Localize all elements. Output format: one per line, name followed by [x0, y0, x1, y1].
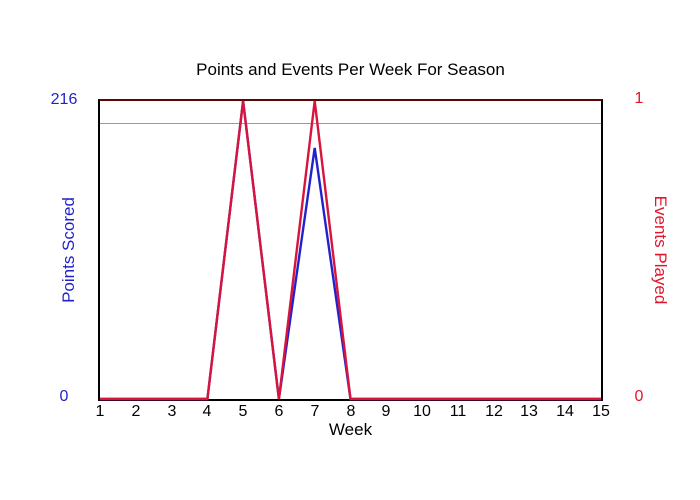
- x-tick-label: 6: [274, 403, 284, 420]
- plot-area: [98, 99, 603, 401]
- points-scored-line: [100, 100, 601, 401]
- x-tick-label: 4: [202, 403, 212, 420]
- x-tick-label: 5: [238, 403, 248, 420]
- x-tick-label: 14: [556, 403, 574, 420]
- right-axis-title: Events Played: [651, 195, 670, 305]
- x-tick-label: 1: [95, 403, 105, 420]
- right-axis-tick-min: 0: [634, 388, 644, 405]
- left-axis-tick-min: 0: [59, 388, 69, 405]
- chart-title: Points and Events Per Week For Season: [196, 60, 505, 79]
- gridline-200: [100, 123, 601, 124]
- x-axis-title: Week: [328, 420, 373, 439]
- left-axis-tick-max: 216: [50, 91, 78, 108]
- x-tick-label: 2: [131, 403, 141, 420]
- x-tick-label: 15: [592, 403, 610, 420]
- x-tick-label: 8: [346, 403, 356, 420]
- x-tick-label: 12: [485, 403, 503, 420]
- events-played-line: [100, 100, 601, 401]
- right-axis-tick-max: 1: [634, 90, 644, 107]
- left-axis-title: Points Scored: [59, 197, 78, 303]
- x-tick-label: 10: [413, 403, 431, 420]
- x-tick-label: 11: [449, 403, 467, 420]
- x-tick-label: 7: [310, 403, 320, 420]
- x-tick-label: 3: [167, 403, 177, 420]
- x-tick-label: 9: [381, 403, 391, 420]
- x-tick-label: 13: [520, 403, 538, 420]
